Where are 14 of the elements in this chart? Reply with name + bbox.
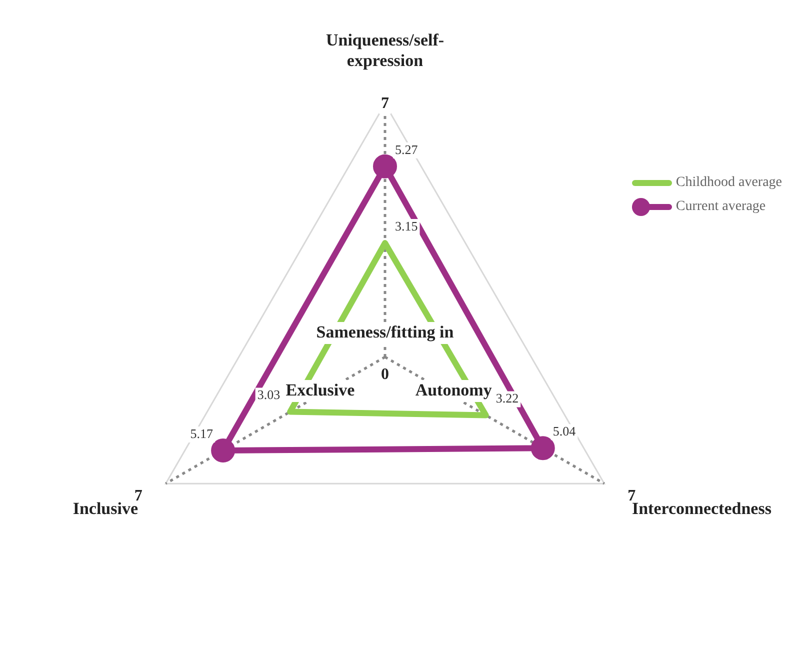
spoke-label: Uniqueness/self-expression <box>326 30 444 70</box>
data-label: 3.15 <box>395 218 418 234</box>
data-label: 5.27 <box>395 142 418 157</box>
data-label: 5.04 <box>552 424 576 439</box>
text: Autonomy <box>415 380 492 400</box>
data-label: 3.03 <box>257 387 280 402</box>
legend-label: Childhood average <box>676 175 782 191</box>
text: Exclusive <box>286 380 356 400</box>
y-tick-label: 0 <box>381 366 389 384</box>
data-label: 5.17 <box>190 426 214 441</box>
data-label: 3.22 <box>496 390 519 406</box>
text: Sameness/fitting in <box>316 322 454 342</box>
spoke-label: Interconnectedness <box>632 499 772 518</box>
legend-label: Current average <box>676 199 766 215</box>
